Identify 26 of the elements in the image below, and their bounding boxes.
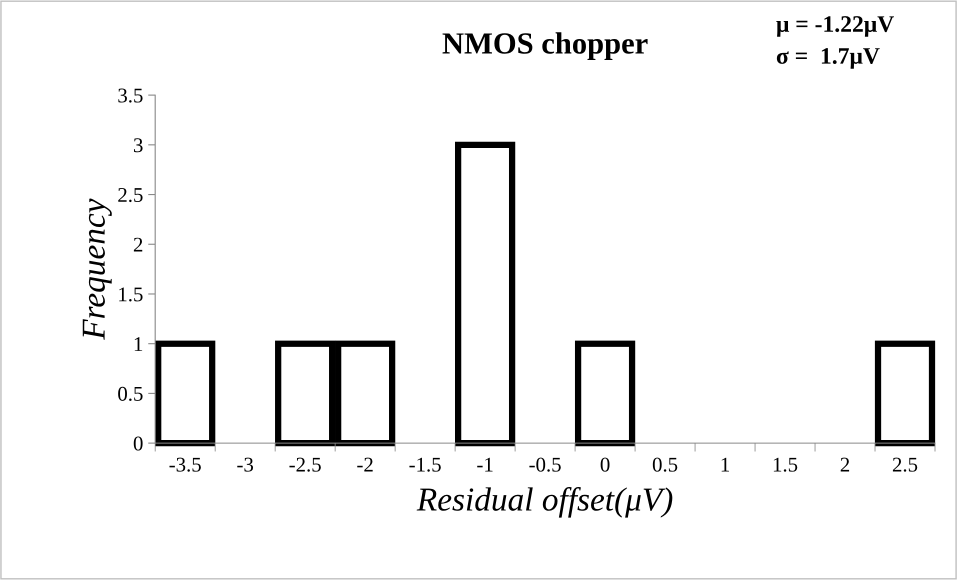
x-tick-label: -0.5 [529,458,561,472]
x-axis-title: Residual offset(μV) [416,487,672,518]
x-tick-label: -2 [357,458,373,472]
x-tick-label: -3.5 [169,458,201,472]
y-tick-label: 3 [134,138,143,152]
y-tick-label: 1 [134,337,142,351]
y-tick-label: 0.5 [118,386,143,401]
x-tick-label: -3 [237,458,254,472]
x-tick-label: 1 [722,458,730,472]
y-tick-label: 3.5 [118,88,143,103]
chart-title: NMOS chopper [442,32,648,60]
y-tick-label: 1.5 [119,287,143,302]
x-tick-label: 0.5 [652,458,678,472]
x-tick-label: 1.5 [774,458,798,472]
x-tick-label: 2.5 [892,458,918,472]
text: σ = 1.7μV [776,48,880,69]
x-tick-label: 0 [600,458,610,472]
x-tick-label: -2.5 [289,458,321,472]
y-tick-label: 2.5 [118,188,143,202]
y-axis-title: Frequency [82,198,112,340]
x-tick-label: 2 [840,458,850,472]
y-tick-label: 2 [134,238,142,252]
y-tick-label: 0 [134,436,143,451]
x-tick-label: -1.5 [409,458,441,472]
text: μ = -1.22μV [776,16,894,37]
x-tick-label: -1 [477,458,493,472]
